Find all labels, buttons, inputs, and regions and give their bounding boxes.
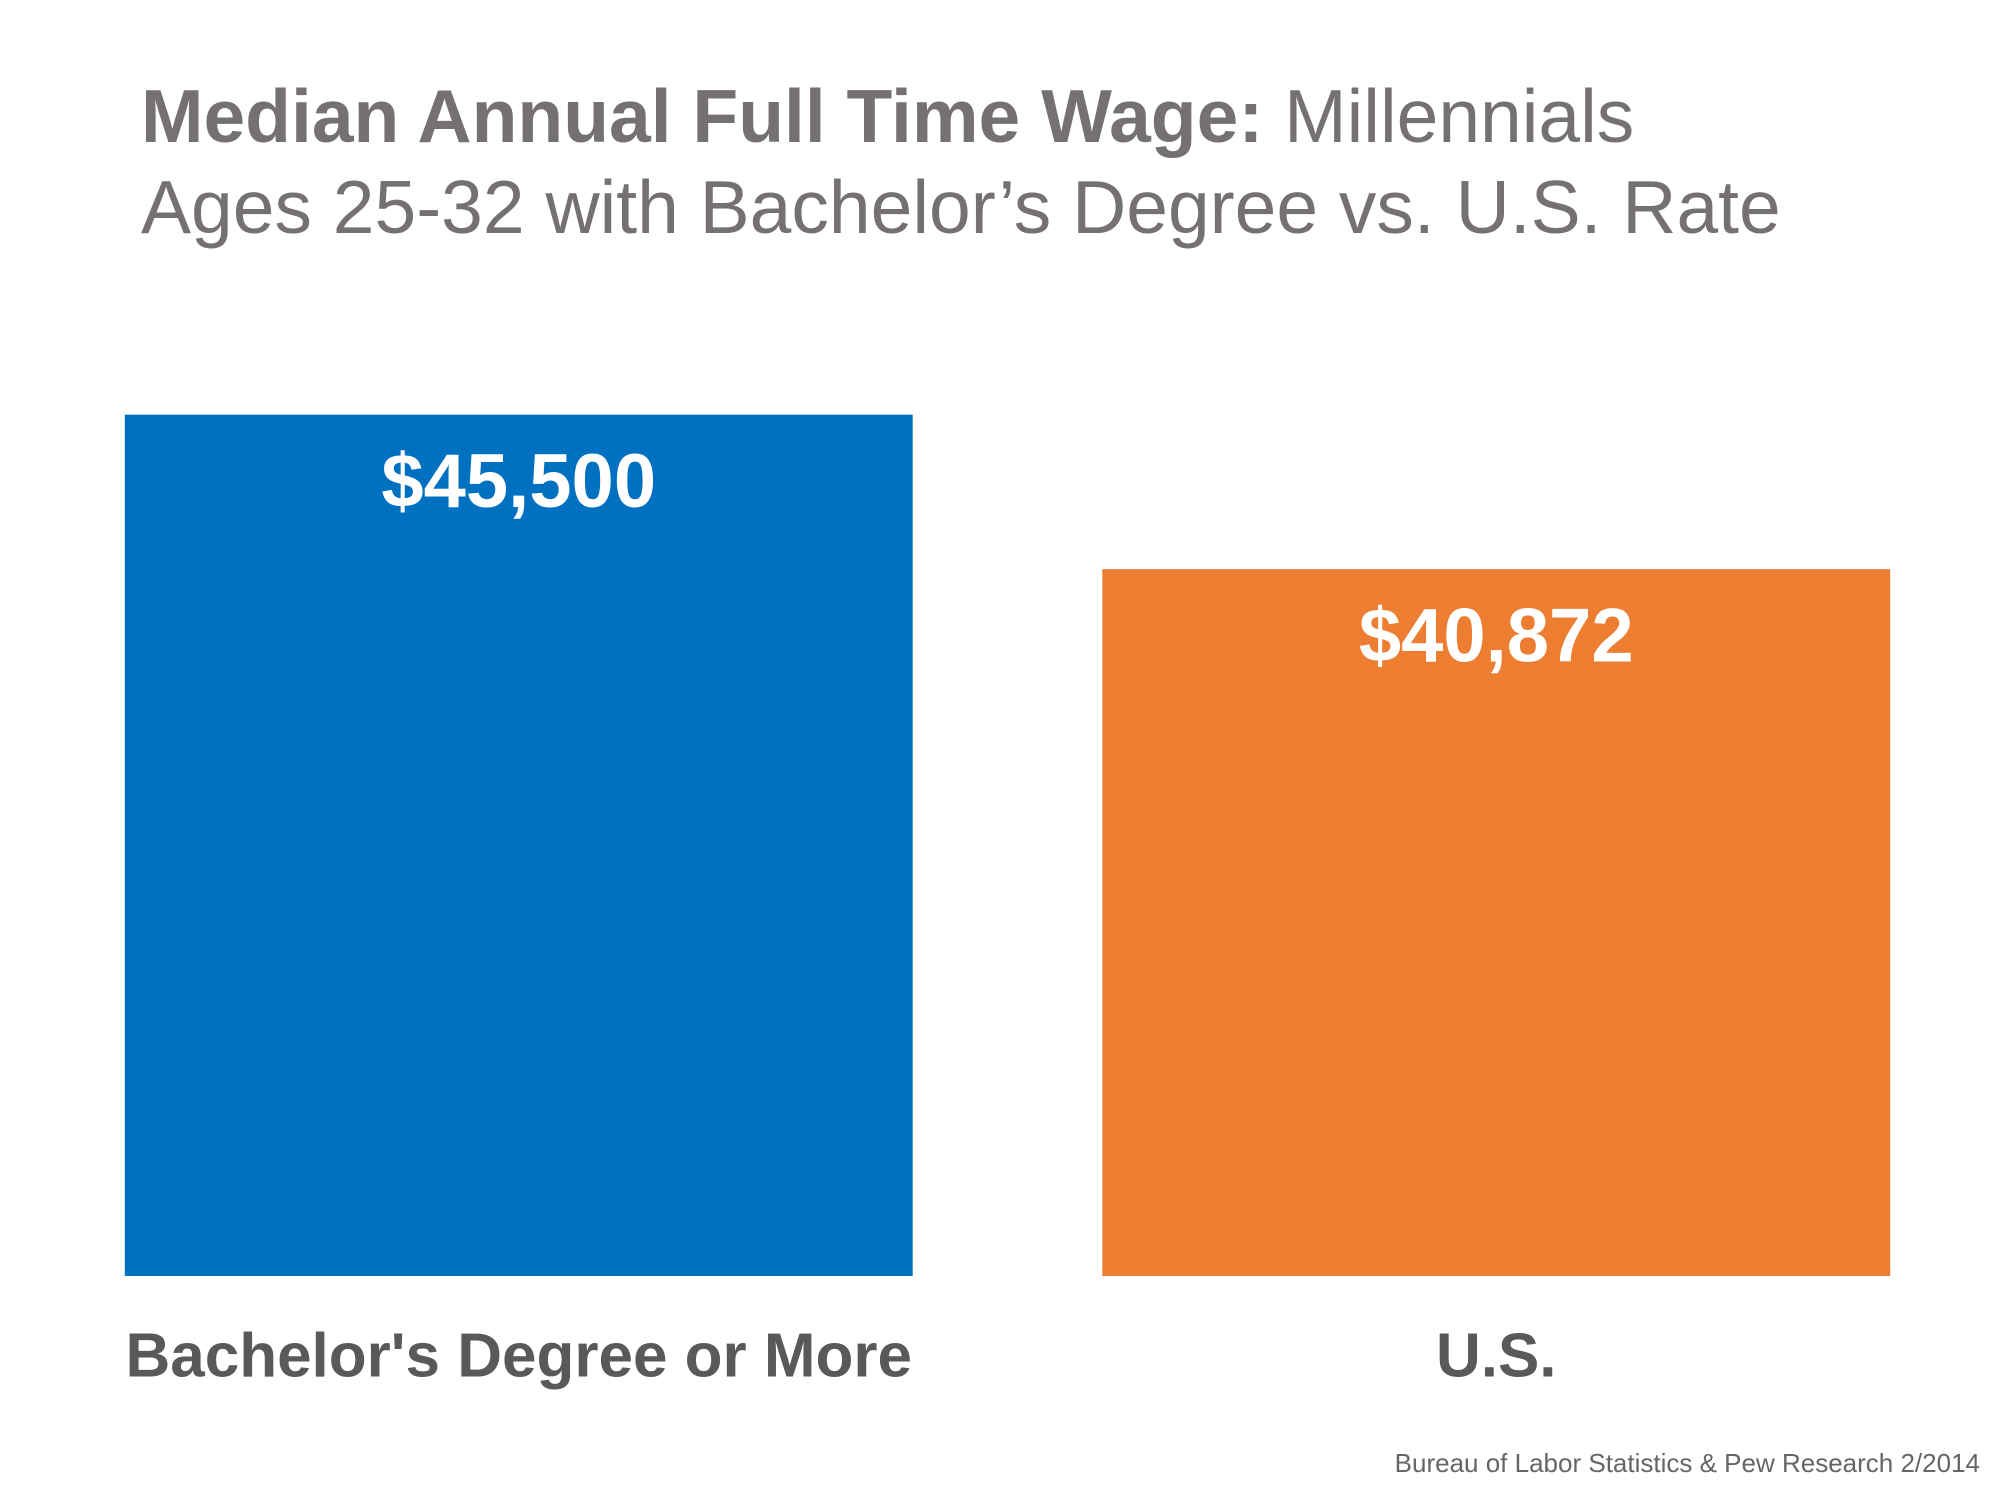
x-tick-label: U.S.	[1436, 1321, 1557, 1390]
title-bold: Median Annual Full Time Wage:	[141, 74, 1263, 158]
chart-title: Median Annual Full Time Wage: Millennial…	[141, 74, 1634, 158]
source-note: Bureau of Labor Statistics & Pew Researc…	[1395, 1448, 1980, 1478]
chart-title-line: Ages 25-32 with Bachelor’s Degree vs. U.…	[141, 165, 1781, 249]
title-part: Millennials	[1284, 74, 1634, 158]
bar	[1102, 569, 1891, 1276]
value-label: $45,500	[381, 439, 656, 524]
value-label: $40,872	[1359, 593, 1634, 678]
x-tick-label: Bachelor's Degree or More	[125, 1321, 912, 1390]
bar	[124, 414, 913, 1276]
